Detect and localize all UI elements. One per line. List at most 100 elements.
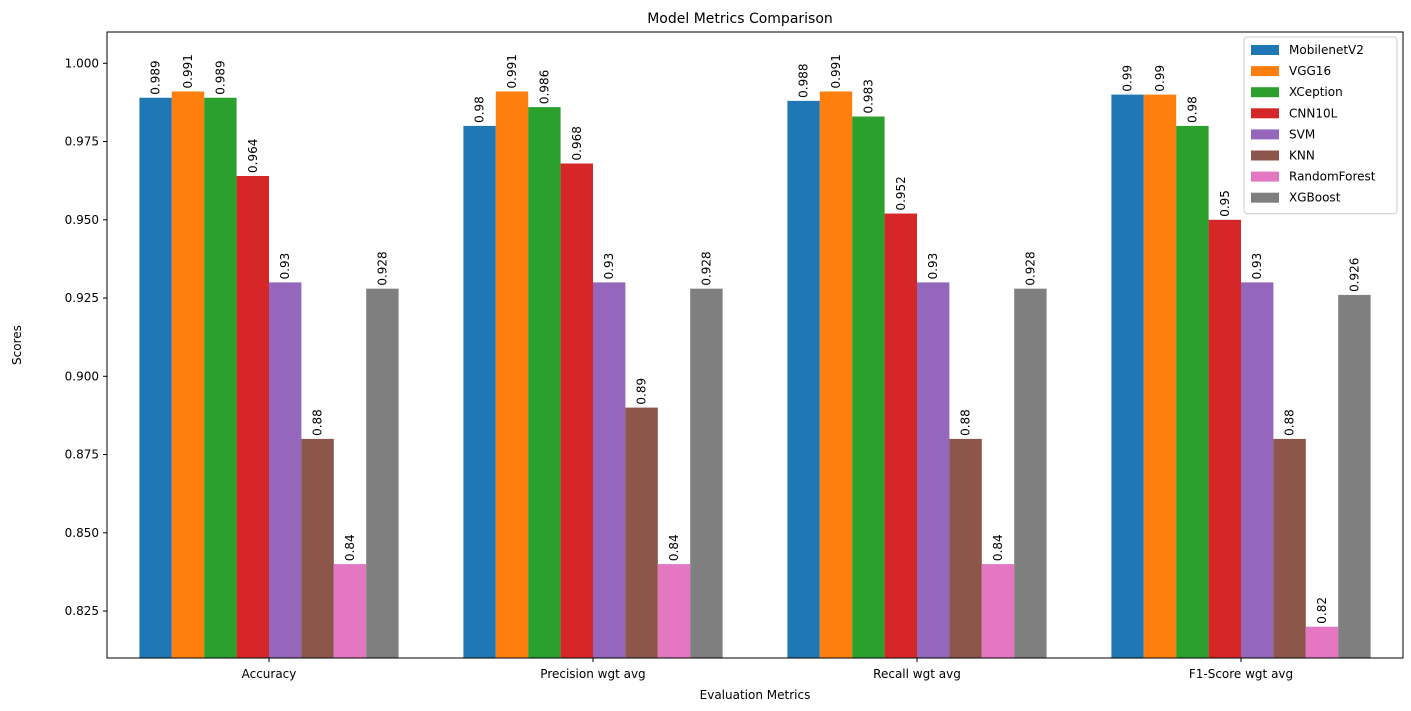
legend-swatch-vgg16 xyxy=(1251,66,1279,77)
data-label-xception-0: 0.989 xyxy=(213,60,227,94)
data-label-knn-0: 0.88 xyxy=(311,409,325,436)
legend-swatch-mobilenetv2 xyxy=(1251,45,1279,55)
data-label-randomforest-1: 0.84 xyxy=(667,534,681,561)
bar-vgg16-1 xyxy=(495,91,529,659)
x-tick-label: F1-Score wgt avg xyxy=(1189,667,1293,681)
bar-mobilenetv2-2 xyxy=(787,100,820,659)
bar-xgboost-2 xyxy=(1014,288,1047,658)
bar-xception-2 xyxy=(852,116,885,658)
data-label-svm-0: 0.93 xyxy=(278,253,292,280)
legend-label-knn: KNN xyxy=(1289,149,1315,163)
data-label-mobilenetv2-2: 0.988 xyxy=(797,64,811,98)
bar-mobilenetv2-3 xyxy=(1111,94,1144,659)
data-label-randomforest-0: 0.84 xyxy=(343,534,357,561)
data-label-cnn10l-0: 0.964 xyxy=(246,139,260,173)
data-label-cnn10l-3: 0.95 xyxy=(1218,190,1232,217)
bar-xgboost-3 xyxy=(1338,294,1371,658)
data-label-xception-2: 0.983 xyxy=(861,79,875,113)
data-label-mobilenetv2-1: 0.98 xyxy=(473,96,487,123)
bar-vgg16-3 xyxy=(1143,94,1177,659)
data-label-xgboost-1: 0.928 xyxy=(699,251,713,285)
bar-xgboost-1 xyxy=(690,288,723,658)
legend-swatch-xception xyxy=(1251,87,1279,98)
legend-label-svm: SVM xyxy=(1289,127,1315,141)
x-axis: Accuracy Precision wgt avg Recall wgt avg F… xyxy=(242,658,1293,681)
y-tick-label: 0.825 xyxy=(65,604,99,618)
y-tick-label: 0.925 xyxy=(65,291,99,305)
data-label-svm-2: 0.93 xyxy=(926,253,940,280)
x-tick-label: Precision wgt avg xyxy=(540,667,645,681)
bar-mobilenetv2-0 xyxy=(139,97,172,659)
bar-randomforest-1 xyxy=(657,564,691,658)
data-label-knn-1: 0.89 xyxy=(635,378,649,405)
y-tick-label: 0.900 xyxy=(65,369,99,383)
bar-svm-1 xyxy=(593,282,626,658)
bar-svm-2 xyxy=(917,282,950,658)
data-label-svm-3: 0.93 xyxy=(1250,253,1264,280)
bar-mobilenetv2-1 xyxy=(463,125,496,658)
x-axis-label: Evaluation Metrics xyxy=(700,688,811,702)
y-tick-label: 0.850 xyxy=(65,526,99,540)
bar-knn-3 xyxy=(1273,438,1306,658)
bar-knn-2 xyxy=(949,438,982,658)
legend-label-vgg16: VGG16 xyxy=(1289,64,1331,78)
data-label-knn-3: 0.88 xyxy=(1283,409,1297,436)
legend-swatch-cnn10l xyxy=(1251,108,1279,119)
legend-swatch-xgboost xyxy=(1251,192,1279,203)
data-label-mobilenetv2-0: 0.989 xyxy=(149,60,163,94)
bar-vgg16-2 xyxy=(819,91,853,659)
legend-label-randomforest: RandomForest xyxy=(1289,170,1376,184)
data-label-xception-3: 0.98 xyxy=(1185,96,1199,123)
y-tick-label: 0.950 xyxy=(65,213,99,227)
data-label-xgboost-2: 0.928 xyxy=(1023,251,1037,285)
bar-cnn10l-2 xyxy=(884,213,917,659)
data-label-vgg16-0: 0.991 xyxy=(181,54,195,88)
bar-randomforest-2 xyxy=(981,564,1015,658)
data-label-vgg16-2: 0.991 xyxy=(829,54,843,88)
data-label-knn-2: 0.88 xyxy=(959,409,973,436)
data-label-cnn10l-1: 0.968 xyxy=(570,126,584,160)
chart-title: Model Metrics Comparison xyxy=(647,11,833,27)
bar-xception-3 xyxy=(1176,125,1209,658)
bar-cnn10l-3 xyxy=(1208,219,1241,659)
bar-xgboost-0 xyxy=(366,288,399,658)
data-label-xgboost-0: 0.928 xyxy=(375,251,389,285)
data-label-randomforest-3: 0.82 xyxy=(1315,597,1329,624)
y-tick-label: 1.000 xyxy=(65,56,99,70)
y-axis: 0.825 0.850 0.875 0.900 0.925 0.950 0.975 1.000 xyxy=(65,56,107,618)
data-label-randomforest-2: 0.84 xyxy=(991,534,1005,561)
legend-label-xception: XCeption xyxy=(1289,85,1343,99)
x-tick-label: Recall wgt avg xyxy=(873,667,961,681)
legend: MobilenetV2 VGG16 XCeption CNN10L SVM KNN Rand… xyxy=(1243,36,1398,215)
bar-vgg16-0 xyxy=(171,91,205,659)
bar-svm-3 xyxy=(1241,282,1274,658)
bar-randomforest-3 xyxy=(1305,626,1339,658)
legend-label-mobilenetv2: MobilenetV2 xyxy=(1289,43,1364,57)
bar-cnn10l-0 xyxy=(236,175,269,659)
bar-knn-1 xyxy=(625,407,658,658)
data-label-xgboost-3: 0.926 xyxy=(1347,258,1361,292)
data-label-cnn10l-2: 0.952 xyxy=(894,176,908,210)
y-tick-label: 0.875 xyxy=(65,448,99,462)
legend-label-xgboost: XGBoost xyxy=(1289,191,1341,205)
data-label-vgg16-3: 0.99 xyxy=(1153,65,1167,92)
legend-swatch-svm xyxy=(1251,129,1279,140)
y-axis-label: Scores xyxy=(10,325,24,365)
legend-frame xyxy=(1243,36,1398,215)
legend-swatch-knn xyxy=(1251,150,1279,161)
plot-frame xyxy=(106,31,1404,659)
bar-xception-1 xyxy=(528,107,561,659)
x-tick-label: Accuracy xyxy=(242,667,297,681)
bar-randomforest-0 xyxy=(333,564,367,658)
legend-swatch-randomforest xyxy=(1251,171,1279,182)
data-label-mobilenetv2-3: 0.99 xyxy=(1121,65,1135,92)
bar-svm-0 xyxy=(269,282,302,658)
data-label-svm-1: 0.93 xyxy=(602,253,616,280)
data-label-xception-1: 0.986 xyxy=(537,70,551,104)
bar-xception-0 xyxy=(204,97,237,659)
bars-group xyxy=(139,91,1371,659)
data-labels-group: 0.989 0.98 0.988 0.99 0.991 0.991 0.991 0.99 0.9… xyxy=(149,54,1362,624)
y-tick-label: 0.975 xyxy=(65,135,99,149)
legend-label-cnn10l: CNN10L xyxy=(1289,106,1338,120)
